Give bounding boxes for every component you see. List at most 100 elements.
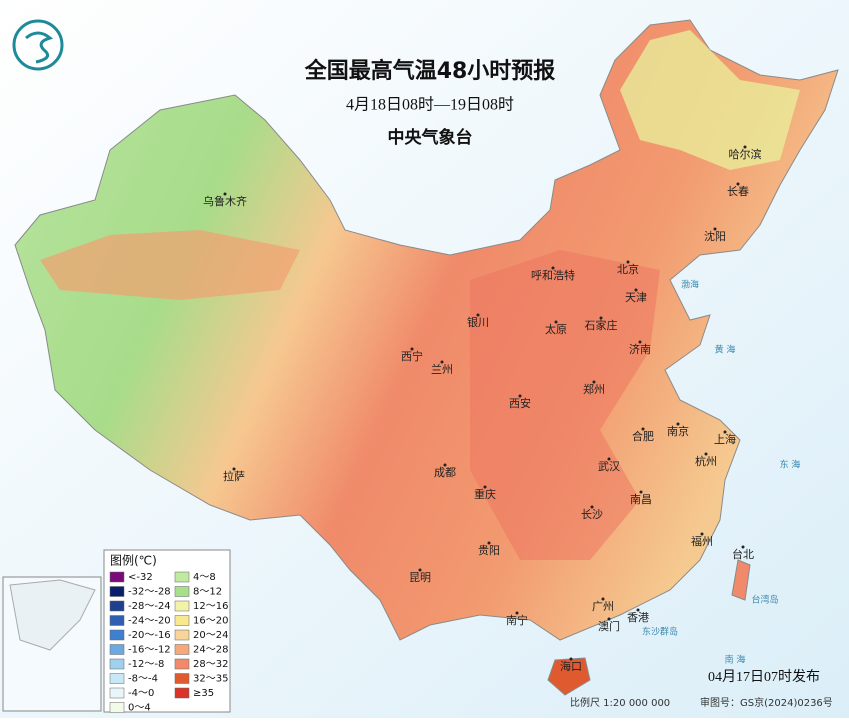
city-label: 福州	[691, 534, 713, 548]
legend-label: -8～-4	[128, 674, 158, 685]
city-label: 长沙	[581, 508, 603, 521]
legend-label: 8～12	[193, 587, 222, 598]
legend-swatch	[109, 586, 125, 597]
legend-swatch	[109, 600, 125, 612]
hot-region	[470, 250, 660, 560]
city-label: 天津	[625, 291, 647, 304]
sea-label: 台湾岛	[751, 594, 778, 606]
city-label: 南昌	[630, 493, 652, 506]
hainan	[547, 657, 591, 696]
legend-label: -20～-16	[128, 630, 171, 641]
inset-land	[9, 579, 96, 651]
city-dot	[676, 422, 680, 426]
legend-label: -16～-12	[128, 645, 171, 656]
city-label: 长春	[727, 185, 749, 198]
city-dot	[551, 266, 555, 270]
city-dot	[487, 541, 491, 545]
city-label: 武汉	[598, 460, 620, 473]
city-dot	[440, 360, 444, 364]
legend-box	[103, 549, 231, 713]
legend-label: ≥35	[193, 688, 214, 699]
city-dot	[592, 380, 596, 384]
city-label: 海口	[560, 659, 582, 673]
legend-swatch	[174, 586, 190, 597]
taiwan	[731, 559, 751, 601]
legend-swatch	[109, 673, 125, 684]
city-label: 昆明	[409, 571, 431, 584]
city-label: 成都	[434, 466, 456, 479]
city-label: 杭州	[695, 454, 717, 468]
legend-label: 24～28	[193, 645, 228, 656]
city-label: 南京	[667, 424, 689, 438]
city-dot	[713, 227, 717, 231]
city-label: 贵阳	[478, 544, 500, 557]
title: 全国最高气温48小时预报	[304, 58, 556, 84]
city-dot	[741, 545, 745, 549]
subtitle: 4月18日08时—19日08时	[346, 96, 514, 114]
legend-label: -32～-28	[128, 587, 171, 598]
city-dot	[483, 485, 487, 489]
city-label: 沈阳	[704, 229, 726, 243]
city-label: 南宁	[506, 613, 528, 627]
sea-label: 东 海	[780, 459, 801, 471]
legend-swatch	[109, 629, 125, 641]
legend-label: 16～20	[193, 616, 228, 627]
city-label: 太原	[545, 323, 567, 336]
sea-label: 渤海	[681, 279, 699, 291]
city-dot	[634, 288, 638, 292]
sea-label: 南 海	[725, 654, 746, 666]
legend-swatch	[109, 687, 125, 699]
tarim-basin	[40, 230, 300, 300]
sea-label: 黄 海	[715, 344, 736, 356]
city-label: 香港	[627, 611, 649, 624]
city-dot	[736, 182, 740, 186]
issue-time: 04月17日07时发布	[708, 669, 820, 685]
city-dot	[554, 320, 558, 324]
city-label: 西安	[509, 396, 531, 410]
approval-number: 审图号：GS京(2024)0236号	[700, 696, 833, 709]
legend-swatch	[174, 615, 190, 626]
legend-label: -4～0	[128, 688, 154, 699]
city-label: 西宁	[401, 349, 423, 363]
city-dot	[723, 430, 727, 434]
logo-mark	[25, 31, 54, 64]
legend-swatch	[174, 687, 190, 699]
city-label: 合肥	[632, 429, 654, 443]
city-dot	[638, 340, 642, 344]
legend-swatch	[174, 571, 190, 583]
legend-swatch	[109, 644, 125, 655]
city-label: 兰州	[431, 363, 453, 376]
city-dot	[443, 463, 447, 467]
city-dot	[476, 313, 480, 317]
city-dot	[607, 617, 611, 621]
legend-swatch	[109, 571, 125, 583]
city-label: 呼和浩特	[531, 268, 575, 282]
northeast-region	[620, 30, 800, 170]
city-dot	[410, 347, 414, 351]
legend-swatch	[174, 658, 190, 670]
legend-label: 32～35	[193, 674, 228, 685]
city-label: 北京	[617, 262, 639, 276]
city-label: 重庆	[474, 487, 496, 501]
city-dot	[518, 394, 522, 398]
city-label: 乌鲁木齐	[203, 194, 247, 208]
legend-title: 图例(℃)	[110, 554, 157, 568]
city-dot	[641, 427, 645, 431]
city-label: 拉萨	[223, 469, 245, 483]
legend-swatch	[109, 658, 125, 670]
china-land	[14, 19, 839, 641]
legend-label: 28～32	[193, 659, 228, 670]
city-dot	[515, 611, 519, 615]
city-dot	[569, 657, 573, 661]
city-label: 上海	[714, 432, 736, 446]
legend-label: 0～4	[128, 703, 151, 714]
city-dot	[636, 608, 640, 612]
legend-swatch	[174, 673, 190, 684]
city-dot	[700, 532, 704, 536]
city-dot	[223, 192, 227, 196]
city-label: 哈尔滨	[729, 147, 762, 161]
legend-label: 20～24	[193, 630, 228, 641]
city-dot	[626, 260, 630, 264]
city-dot	[601, 597, 605, 601]
